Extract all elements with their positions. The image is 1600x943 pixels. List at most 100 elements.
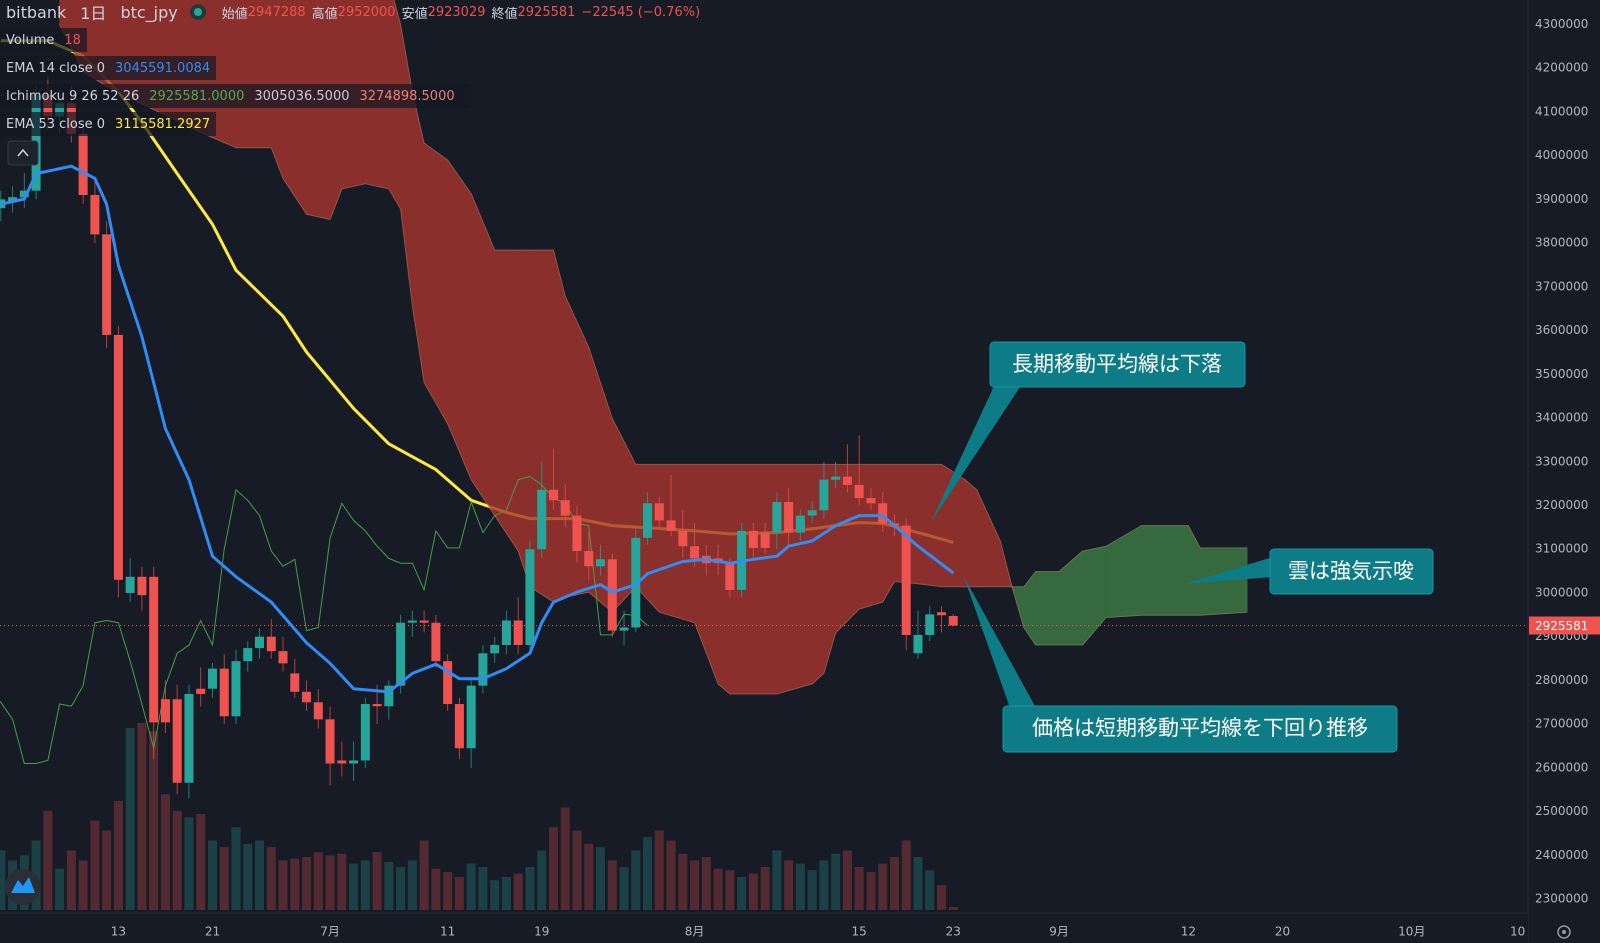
price-axis-bg bbox=[1528, 0, 1600, 943]
y-tick-label: 2400000 bbox=[1535, 848, 1588, 862]
cloud-edge bbox=[393, 0, 1248, 646]
volume-bar bbox=[607, 860, 617, 910]
candle-body bbox=[372, 704, 382, 707]
legend-name: Ichimoku 9 26 52 26 bbox=[6, 88, 140, 104]
ohlc-label: 終値 bbox=[491, 6, 518, 22]
volume-bar bbox=[760, 866, 770, 910]
y-tick-label: 3100000 bbox=[1535, 542, 1588, 556]
time-axis-bg bbox=[0, 913, 1528, 943]
volume-bar bbox=[595, 847, 605, 910]
volume-bar bbox=[78, 860, 88, 910]
collapse-icon[interactable] bbox=[17, 148, 29, 157]
volume-bar bbox=[654, 830, 664, 910]
volume-bar bbox=[513, 873, 523, 910]
cloud-segment bbox=[423, 142, 448, 425]
volume-bar bbox=[666, 840, 676, 910]
volume-bar bbox=[0, 850, 6, 910]
candle-body bbox=[443, 661, 453, 705]
candle-body bbox=[501, 620, 511, 646]
candle-body bbox=[725, 563, 735, 590]
volume-bar bbox=[55, 868, 65, 910]
volume-bar bbox=[443, 871, 453, 910]
callout: 価格は短期移動平均線を下回り推移 bbox=[964, 577, 1398, 753]
volume-bar bbox=[290, 858, 300, 910]
y-tick-label: 3400000 bbox=[1535, 411, 1588, 425]
ichimoku-legend: Ichimoku 9 26 52 26 2925581.0000 3005036.5… bbox=[0, 84, 471, 108]
volume-bar bbox=[431, 868, 441, 910]
volume-bar bbox=[325, 855, 335, 910]
candle-body bbox=[231, 661, 241, 717]
volume-bar bbox=[419, 840, 429, 910]
x-tick-label: 12 bbox=[1181, 925, 1196, 939]
candle-body bbox=[666, 520, 676, 531]
candle-body bbox=[125, 576, 135, 593]
ohlc-value: 2947288 bbox=[247, 4, 306, 20]
volume-bar bbox=[560, 807, 570, 910]
cloud-segment bbox=[494, 249, 519, 552]
candle-body bbox=[901, 525, 911, 635]
candle-body bbox=[55, 103, 65, 117]
candle-body bbox=[384, 685, 394, 707]
volume-bar bbox=[243, 843, 253, 910]
volume-bar bbox=[784, 860, 794, 910]
candle-body bbox=[113, 334, 123, 580]
cloud-segment bbox=[882, 464, 895, 604]
candle-body bbox=[584, 550, 594, 567]
x-tick-label: 11 bbox=[440, 925, 455, 939]
x-tick-label: 23 bbox=[946, 925, 961, 939]
candle-body bbox=[407, 620, 417, 623]
candle-body bbox=[748, 530, 758, 548]
collapse-button-bg[interactable] bbox=[7, 140, 39, 166]
candle-body bbox=[243, 648, 253, 662]
candle-body bbox=[290, 673, 300, 692]
volume-bar bbox=[501, 876, 511, 910]
volume-legend: Volume 18 bbox=[0, 28, 87, 52]
volume-bar bbox=[525, 866, 535, 910]
volume-bar bbox=[384, 862, 394, 910]
candle-body bbox=[760, 532, 770, 548]
settings-icon[interactable] bbox=[1557, 925, 1571, 939]
cloud-layer bbox=[59, 0, 1248, 695]
ema-layer bbox=[0, 164, 955, 694]
candle-body bbox=[948, 616, 958, 626]
volume-bar bbox=[795, 863, 805, 910]
volume-bar bbox=[725, 870, 735, 910]
candle-body bbox=[349, 760, 359, 764]
y-tick-label: 2800000 bbox=[1535, 673, 1588, 687]
candle-body bbox=[172, 699, 182, 783]
volume-bar bbox=[102, 830, 112, 910]
volume-bar bbox=[925, 870, 935, 910]
candle-body bbox=[831, 476, 841, 480]
cloud-segment bbox=[776, 464, 813, 695]
volume-bar bbox=[866, 871, 876, 910]
candle-body bbox=[90, 195, 100, 235]
cloud-segment bbox=[917, 464, 942, 588]
volume-bar bbox=[643, 837, 653, 910]
settings-icon-center[interactable] bbox=[1562, 930, 1566, 934]
x-tick-label: 21 bbox=[205, 925, 220, 939]
cloud-segment bbox=[729, 464, 778, 695]
price-label-bg bbox=[1529, 616, 1600, 635]
callout-box bbox=[1269, 548, 1434, 595]
collapse-button[interactable] bbox=[7, 140, 39, 166]
logo[interactable] bbox=[5, 869, 41, 905]
callout-box bbox=[989, 341, 1246, 388]
cloud-segment bbox=[306, 0, 331, 220]
candle-body bbox=[78, 133, 88, 196]
volume-bar bbox=[548, 827, 558, 910]
symbol: btc_jpy bbox=[120, 2, 178, 22]
candle-body bbox=[266, 636, 276, 652]
candle-body bbox=[219, 668, 229, 717]
volume-bar bbox=[690, 860, 700, 910]
legend-value: 3115581.2927 bbox=[115, 116, 211, 132]
volume-bar bbox=[537, 850, 547, 910]
settings-button[interactable] bbox=[1557, 925, 1571, 939]
volume-bar bbox=[302, 857, 312, 910]
y-tick-label: 2600000 bbox=[1535, 760, 1588, 774]
callout-pointer bbox=[964, 577, 1036, 708]
callout-text: 価格は短期移動平均線を下回り推移 bbox=[1032, 716, 1368, 740]
candle-body bbox=[772, 502, 782, 533]
x-tick-label: 20 bbox=[1275, 925, 1290, 939]
logo-mark[interactable] bbox=[11, 877, 35, 893]
candle-body bbox=[466, 685, 476, 749]
